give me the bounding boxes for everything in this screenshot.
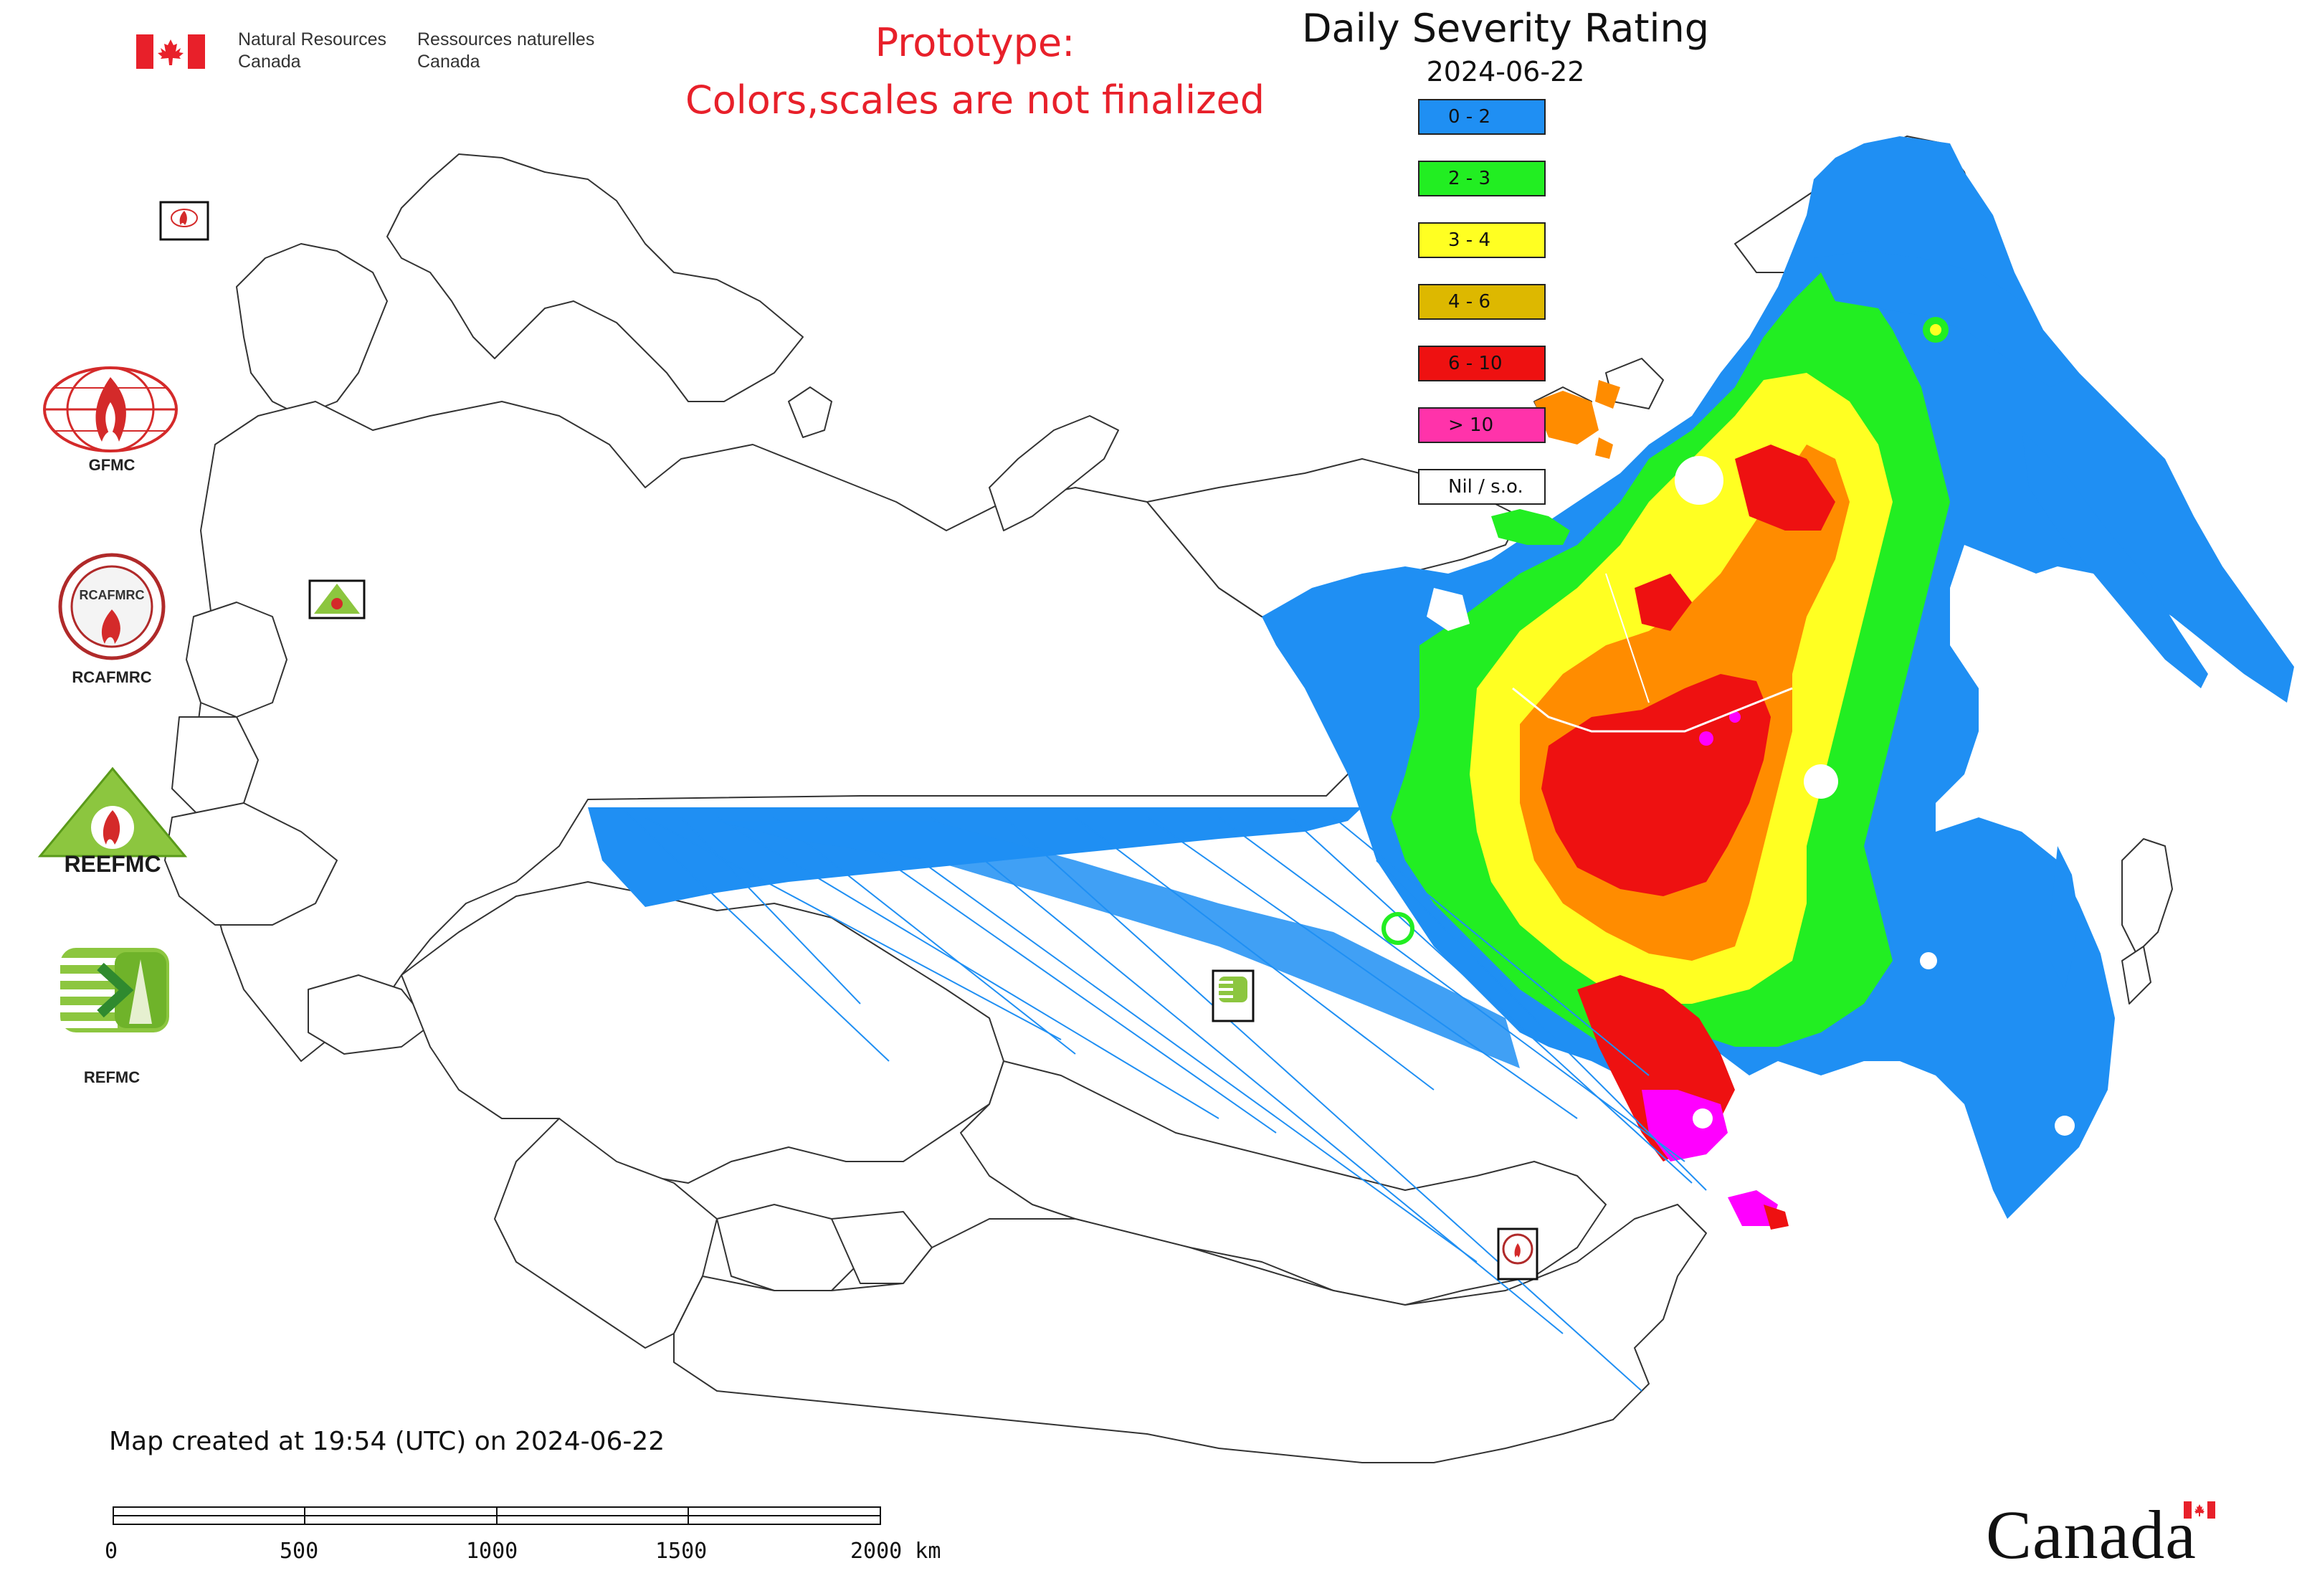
reefmc-marker-icon (308, 579, 366, 619)
legend-item-nil: Nil / s.o. (1418, 469, 1546, 505)
scale-label-2000: 2000 km (850, 1539, 941, 1564)
svg-text:RCAFMRC: RCAFMRC (80, 588, 145, 602)
reefmc-logo-icon: REEFMC (37, 766, 188, 875)
country-borders (164, 136, 2173, 1463)
legend-item-3-4: 3 - 4 (1418, 222, 1546, 258)
gfmc-marker-icon (159, 201, 209, 241)
legend-item-2-3: 2 - 3 (1418, 161, 1546, 196)
dept-en-line2: Canada (238, 52, 301, 72)
scale-label-0: 0 (105, 1539, 118, 1564)
rcafmrc-marker-icon (1497, 1227, 1538, 1281)
severity-raster (588, 136, 2294, 1392)
legend-title: Daily Severity Rating (1301, 6, 1710, 51)
prototype-line2: Colors,scales are not finalized (685, 77, 1265, 123)
gfmc-logo-icon (43, 366, 178, 452)
prototype-notice: Prototype: Colors,scales are not finaliz… (631, 14, 1319, 129)
refmc-marker-icon (1212, 969, 1255, 1022)
legend-item-6-10: 6 - 10 (1418, 346, 1546, 381)
canada-wordmark: Canada (1986, 1496, 2197, 1573)
scale-bar (113, 1506, 881, 1525)
scale-label-1000: 1000 (466, 1539, 518, 1564)
rcafmrc-logo-icon: RCAFMRC (58, 553, 166, 660)
dept-fr-line1: Ressources naturelles (417, 29, 595, 49)
legend-item-gt-10: > 10 (1418, 407, 1546, 443)
map-created-note: Map created at 19:54 (UTC) on 2024-06-22 (109, 1427, 665, 1456)
dept-fr-line2: Canada (417, 52, 480, 72)
department-name-fr: Ressources naturelles Canada (417, 29, 594, 73)
refmc-label: REFMC (83, 1068, 141, 1086)
legend-item-4-6: 4 - 6 (1418, 284, 1546, 320)
legend-item-0-2: 0 - 2 (1418, 99, 1546, 135)
rcafmrc-label: RCAFMRC (72, 668, 152, 686)
dept-en-line1: Natural Resources (238, 29, 387, 49)
arctic-islands (1491, 380, 1620, 545)
map-date: 2024-06-22 (1426, 56, 1585, 87)
prototype-line1: Prototype: (875, 20, 1075, 65)
wordmark-flag-icon (2184, 1501, 2215, 1519)
scale-label-1500: 1500 (655, 1539, 708, 1564)
gfmc-label: GFMC (88, 456, 135, 474)
department-name-en: Natural Resources Canada (238, 29, 386, 73)
scale-label-500: 500 (280, 1539, 319, 1564)
svg-text:REEFMC: REEFMC (64, 851, 161, 875)
canada-flag-icon (136, 34, 205, 69)
refmc-logo-icon (60, 948, 169, 1032)
